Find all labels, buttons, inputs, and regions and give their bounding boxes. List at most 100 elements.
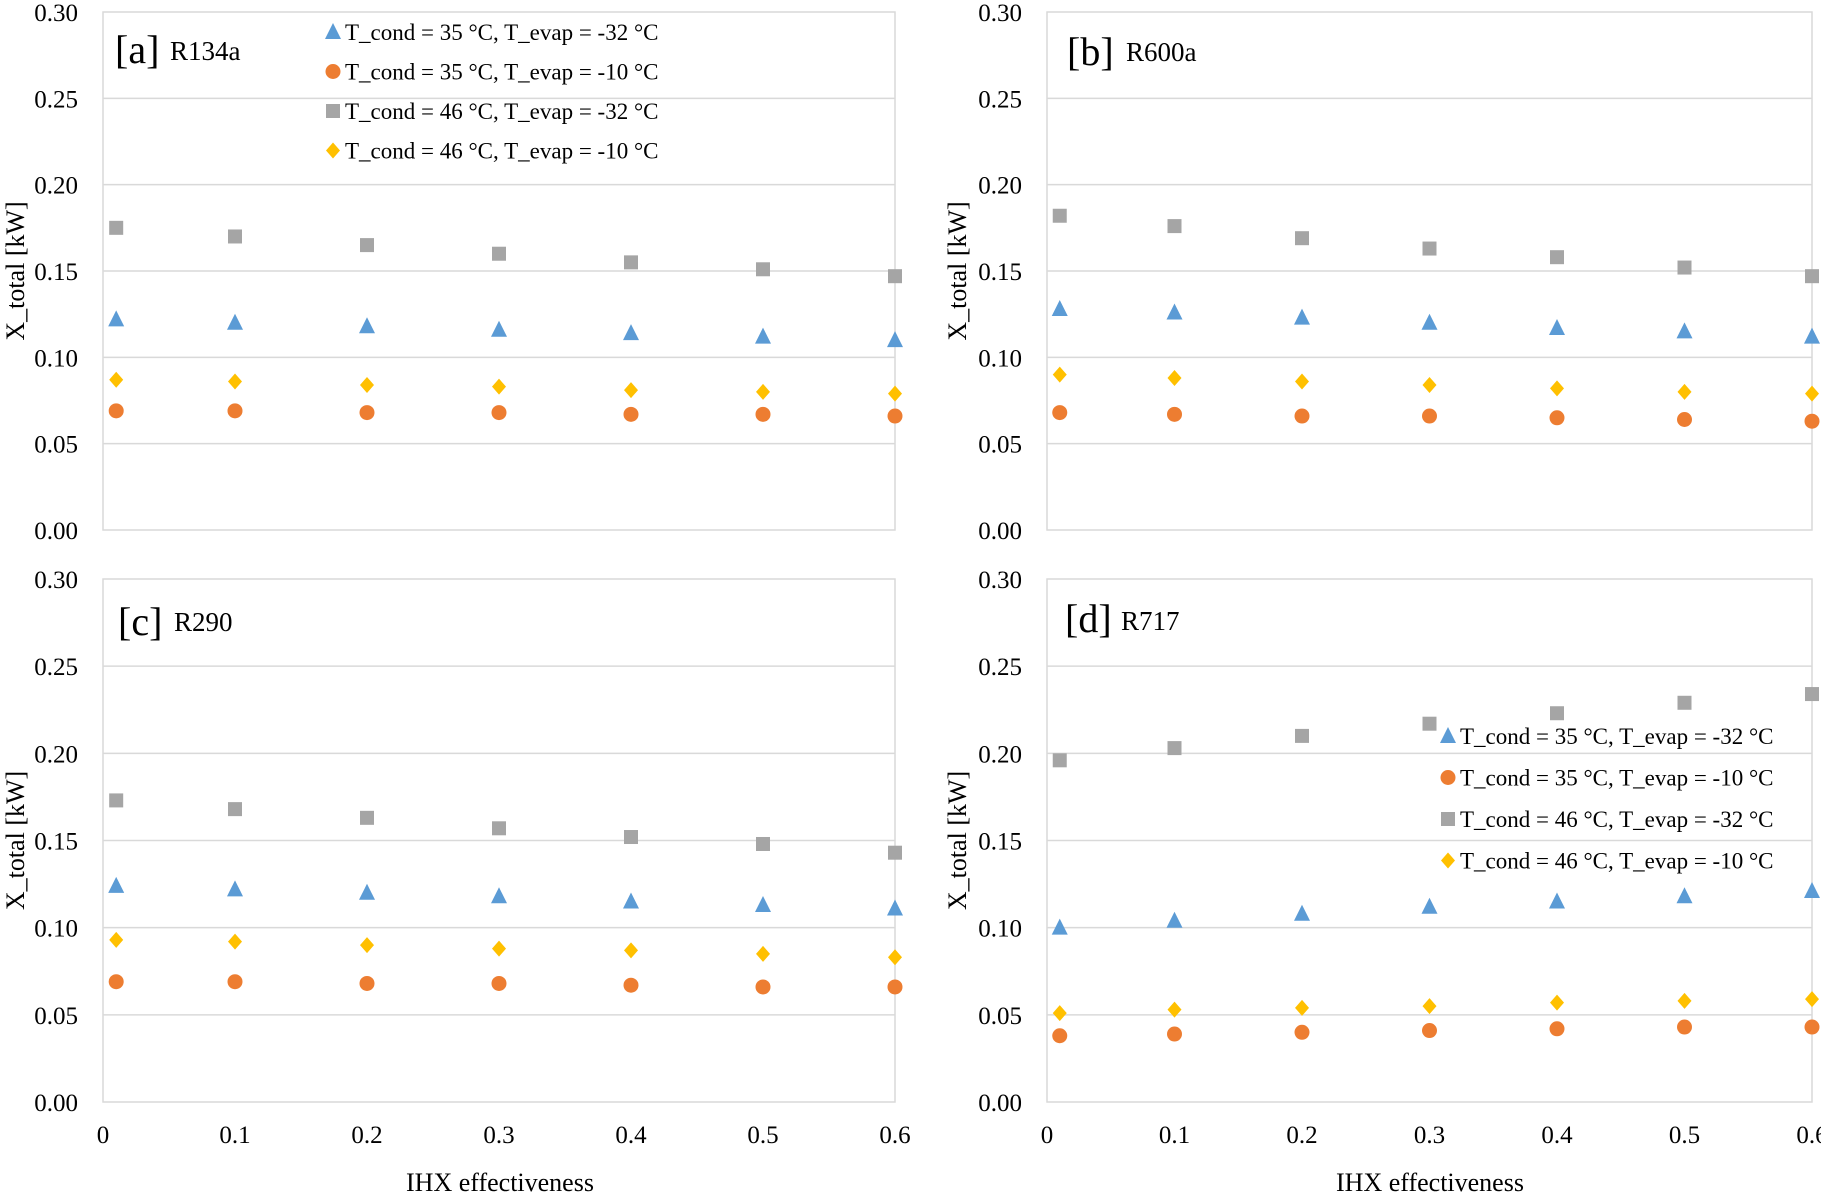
- x-tick-label: 0.1: [219, 1122, 250, 1149]
- data-point: [108, 310, 125, 327]
- data-point: [491, 320, 507, 337]
- data-point: [1550, 706, 1564, 721]
- data-point: [1805, 991, 1819, 1008]
- data-point: [623, 892, 639, 909]
- series-diamond: [1052, 366, 1819, 402]
- data-point: [360, 937, 374, 954]
- x-tick-label: 0.5: [747, 1122, 778, 1149]
- x-tick-label: 0.1: [1159, 1122, 1190, 1149]
- data-point: [492, 821, 506, 836]
- data-point: [623, 406, 639, 422]
- data-point: [359, 317, 375, 334]
- y-tick-label: 0.25: [34, 86, 78, 113]
- panel-tag: [b]: [1067, 29, 1114, 74]
- data-point: [227, 403, 243, 419]
- data-point: [1422, 1023, 1437, 1039]
- series-triangle: [1051, 299, 1820, 344]
- data-point: [1166, 911, 1183, 928]
- legend-label: T_cond = 35 °C, T_evap = -10 °C: [1460, 766, 1774, 791]
- y-tick-label: 0.00: [978, 1090, 1022, 1117]
- data-point: [756, 945, 770, 962]
- data-point: [227, 313, 243, 330]
- panel-title: R134a: [170, 36, 241, 66]
- legend-marker: [325, 64, 341, 79]
- legend-marker: [1441, 852, 1455, 869]
- data-point: [1295, 373, 1309, 390]
- data-point: [1166, 303, 1183, 320]
- data-point: [1052, 753, 1067, 768]
- x-tick-label: 0.2: [351, 1122, 382, 1149]
- data-point: [1421, 313, 1438, 330]
- data-point: [228, 229, 242, 244]
- y-tick-label: 0.10: [34, 345, 78, 372]
- data-point: [888, 385, 902, 402]
- data-point: [1167, 370, 1182, 387]
- data-point: [1294, 408, 1310, 424]
- legend-label: T_cond = 46 °C, T_evap = -10 °C: [345, 139, 659, 164]
- y-axis-title: X_total [kW]: [943, 771, 972, 910]
- panel-tag: [d]: [1065, 596, 1112, 641]
- data-point: [109, 931, 124, 948]
- data-point: [1677, 411, 1692, 427]
- data-point: [1805, 269, 1819, 284]
- panel-tag: [c]: [118, 599, 162, 644]
- series-circle: [1052, 1019, 1820, 1044]
- data-point: [1052, 1005, 1067, 1022]
- data-point: [228, 802, 242, 817]
- y-tick-label: 0.10: [978, 916, 1022, 943]
- data-point: [227, 974, 243, 990]
- data-point: [108, 974, 124, 990]
- series-square: [109, 220, 902, 284]
- y-tick-label: 0.05: [34, 1003, 78, 1030]
- data-point: [1549, 410, 1565, 426]
- x-tick-label: 0: [97, 1122, 110, 1149]
- data-point: [1052, 208, 1067, 223]
- data-point: [1052, 1028, 1068, 1044]
- series-square: [1052, 687, 1819, 768]
- data-point: [360, 810, 374, 825]
- data-point: [888, 269, 902, 284]
- data-point: [887, 899, 903, 916]
- series-triangle: [108, 876, 903, 916]
- data-point: [1167, 1026, 1182, 1042]
- data-point: [1677, 260, 1692, 275]
- x-tick-label: 0.5: [1669, 1122, 1700, 1149]
- data-point: [755, 406, 771, 422]
- x-tick-label: 0.4: [1541, 1122, 1573, 1149]
- y-tick-label: 0.00: [978, 518, 1022, 545]
- data-point: [491, 887, 507, 904]
- data-point: [1295, 231, 1309, 246]
- data-point: [1804, 1019, 1820, 1035]
- legend-marker: [1441, 812, 1455, 826]
- x-tick-label: 0.6: [1796, 1122, 1821, 1149]
- data-point: [492, 378, 506, 395]
- y-tick-label: 0.30: [34, 0, 78, 27]
- data-point: [756, 262, 770, 277]
- data-point: [1052, 366, 1067, 383]
- legend-marker: [325, 23, 341, 39]
- legend-label: T_cond = 35 °C, T_evap = -10 °C: [345, 60, 659, 85]
- data-point: [492, 246, 506, 261]
- data-point: [1295, 728, 1309, 743]
- series-diamond: [1052, 991, 1819, 1022]
- y-axis-title: X_total [kW]: [1, 771, 30, 910]
- series-square: [109, 793, 902, 860]
- legend-label: T_cond = 35 °C, T_evap = -32 °C: [1460, 724, 1774, 749]
- data-point: [1550, 994, 1564, 1011]
- y-tick-label: 0.00: [34, 518, 78, 545]
- y-axis-title: X_total [kW]: [943, 201, 972, 340]
- chart-panel-1: 0.00 0.05 0.10 0.15 0.20 0.25 0.30 X_total [kW]…: [1, 0, 903, 545]
- data-point: [887, 979, 903, 995]
- data-point: [1052, 405, 1068, 421]
- data-point: [756, 383, 770, 400]
- legend-label: T_cond = 46 °C, T_evap = -10 °C: [1460, 849, 1774, 874]
- y-tick-label: 0.30: [978, 567, 1022, 594]
- data-point: [108, 403, 124, 419]
- data-point: [1550, 380, 1564, 397]
- panel-title: R600a: [1126, 37, 1197, 67]
- data-point: [1167, 219, 1182, 234]
- x-tick-label: 0.4: [615, 1122, 647, 1149]
- data-point: [1677, 383, 1692, 400]
- y-tick-label: 0.05: [978, 432, 1022, 459]
